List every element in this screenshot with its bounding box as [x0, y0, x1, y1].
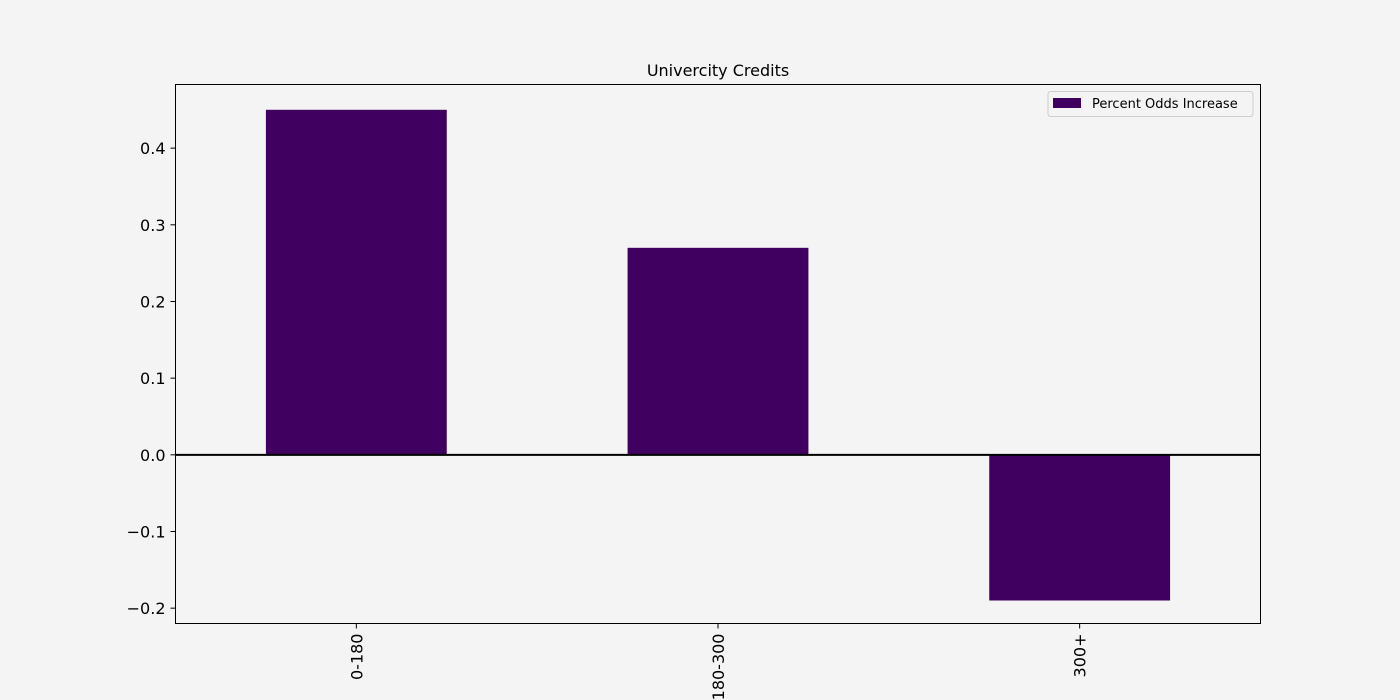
bar-0-180 [265, 109, 447, 455]
y-tick-label: 0.2 [140, 292, 165, 311]
x-tick-label: 180-300 [709, 634, 728, 700]
bar-180-300 [627, 247, 809, 455]
y-tick-label: −0.2 [127, 599, 166, 618]
y-tick-label: −0.1 [127, 522, 166, 541]
bar-300+ [989, 454, 1171, 601]
x-tick-label: 0-180 [347, 634, 366, 681]
y-tick-label: 0.3 [140, 216, 165, 235]
chart-title: Univercity Credits [647, 61, 789, 80]
x-tick-label: 300+ [1071, 634, 1090, 678]
y-axis: −0.2 −0.1 0.0 0.1 0.2 0.3 0.4 [127, 139, 176, 618]
bars-group [265, 109, 1171, 601]
y-tick-label: 0.4 [140, 139, 165, 158]
y-tick-label: 0.0 [140, 446, 165, 465]
legend-box [1047, 91, 1254, 117]
legend: Percent Odds Increase [1047, 91, 1254, 117]
legend-swatch [1053, 98, 1081, 108]
x-axis: 0-180 180-300 300+ [347, 623, 1090, 700]
legend-label-percent-odds-increase: Percent Odds Increase [1092, 97, 1238, 112]
y-tick-label: 0.1 [140, 369, 165, 388]
